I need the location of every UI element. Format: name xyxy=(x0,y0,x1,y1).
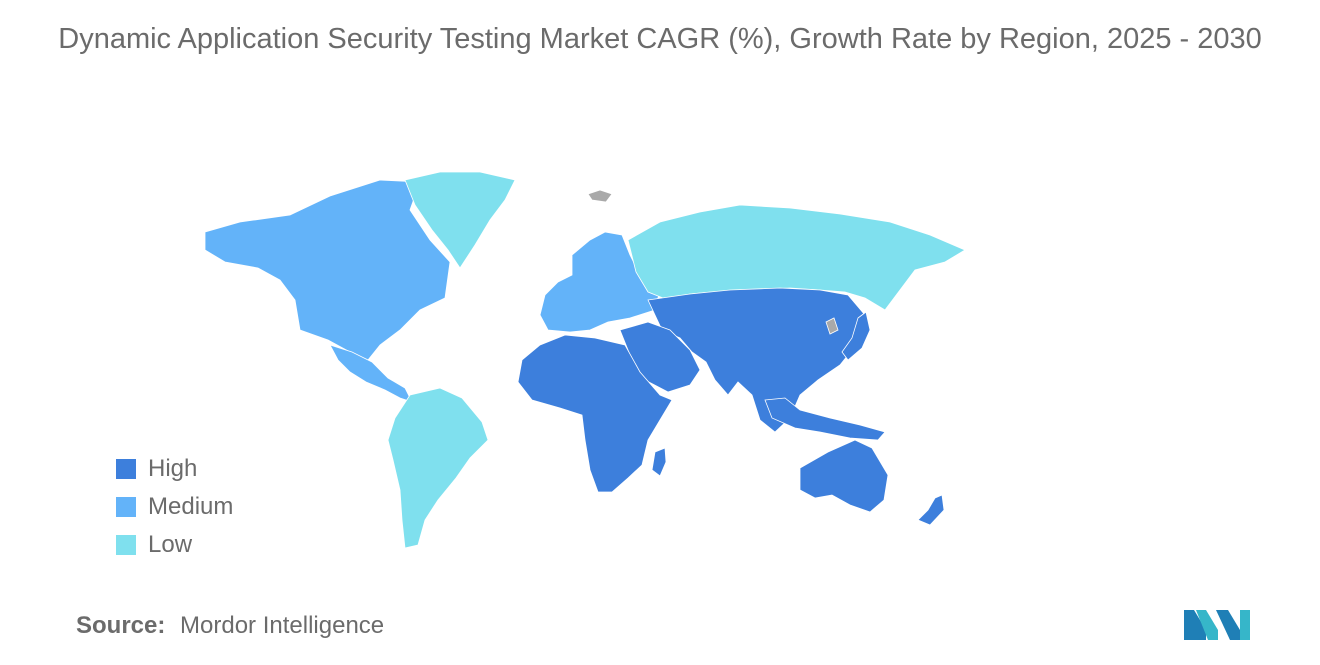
legend-swatch-high xyxy=(116,459,136,479)
legend-item-medium: Medium xyxy=(116,488,233,526)
chart-title: Dynamic Application Security Testing Mar… xyxy=(58,23,1262,55)
legend-item-high: High xyxy=(116,450,233,488)
region-central-america xyxy=(329,344,413,403)
region-greenland xyxy=(404,171,516,269)
source-key: Source: xyxy=(76,612,166,639)
region-japan xyxy=(841,311,871,361)
legend-label-medium: Medium xyxy=(148,493,234,520)
region-south-america xyxy=(387,387,489,549)
region-southeast-asia xyxy=(764,397,886,441)
legend-swatch-low xyxy=(116,535,136,555)
legend-label-low: Low xyxy=(148,531,193,558)
legend-swatch-medium xyxy=(116,497,136,517)
source-value: Mordor Intelligence xyxy=(180,612,385,639)
legend: High Medium Low xyxy=(116,450,233,564)
source-line: Source: Mordor Intelligence xyxy=(76,612,384,640)
legend-label-high: High xyxy=(148,455,198,482)
region-new-zealand xyxy=(917,494,945,526)
region-north-america xyxy=(204,179,451,361)
legend-item-low: Low xyxy=(116,526,233,564)
mordor-intelligence-logo-icon xyxy=(1184,610,1250,640)
region-no-data-svalbard xyxy=(587,189,613,203)
region-no-data-korea xyxy=(825,317,839,335)
region-madagascar xyxy=(651,447,667,477)
region-africa xyxy=(517,334,673,493)
region-australia xyxy=(799,439,889,513)
